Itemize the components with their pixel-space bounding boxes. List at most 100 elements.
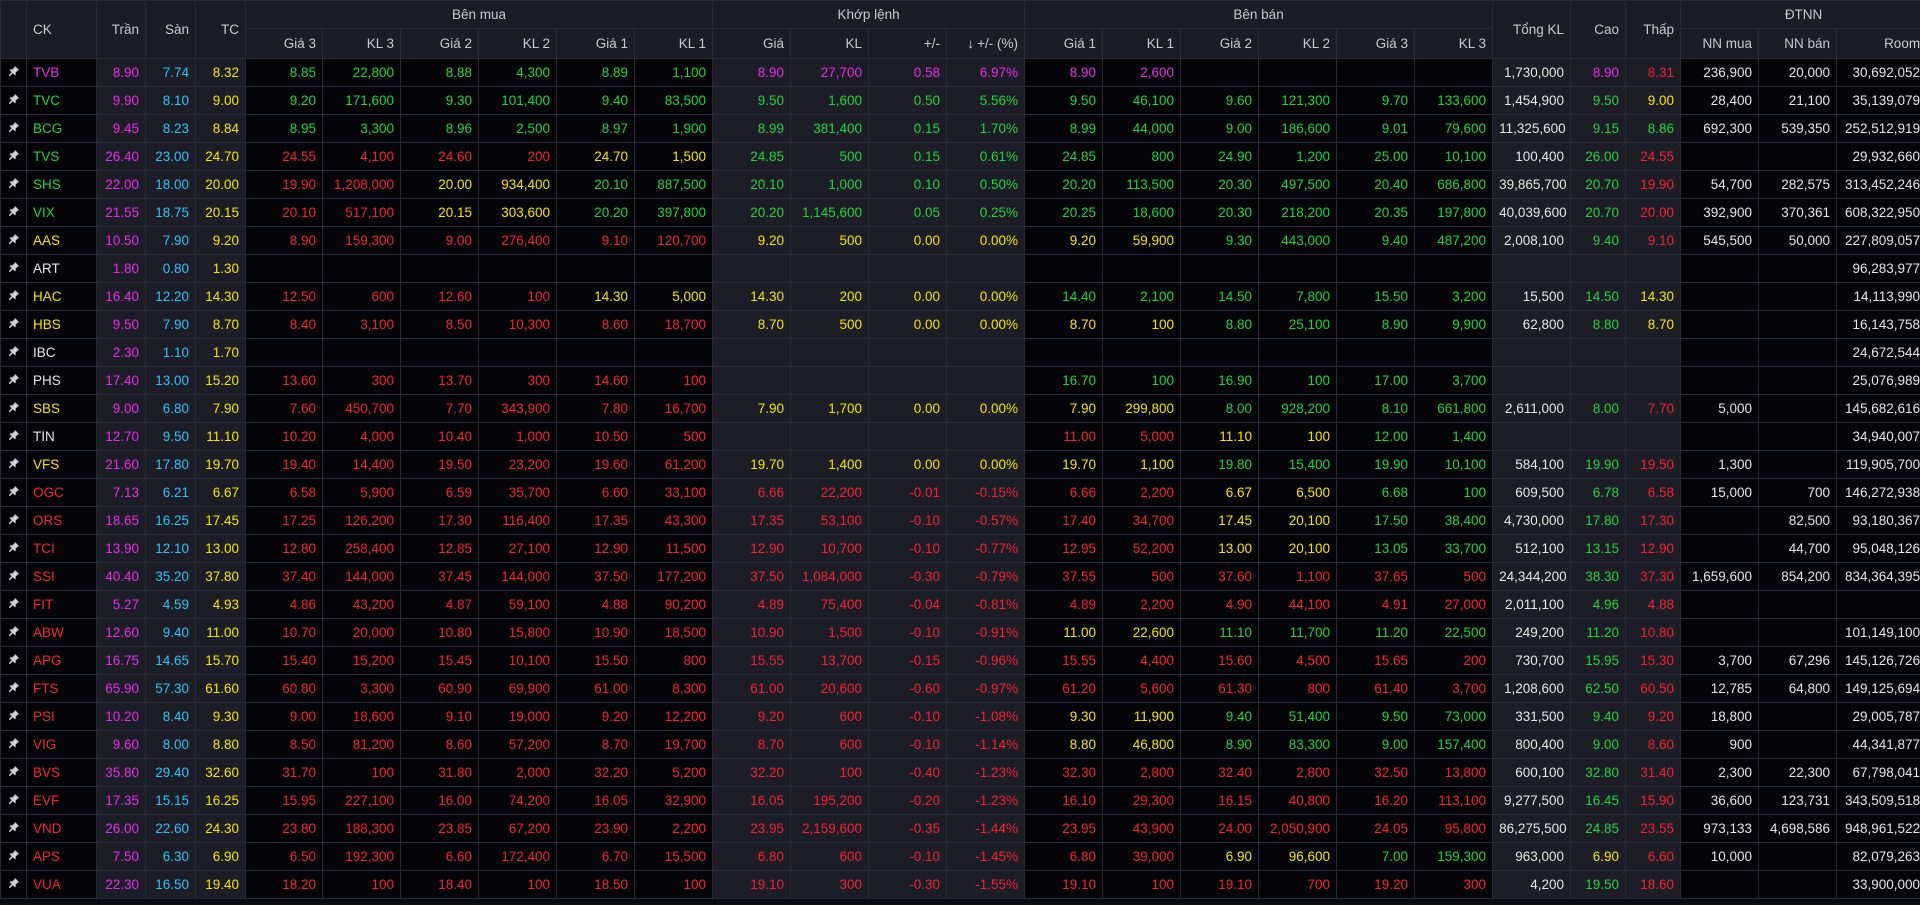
col-match-3[interactable]: +/-: [868, 28, 948, 59]
table-row[interactable]: FIT 5.27 4.59 4.93 4.86 43,200 4.87 59,100 4.88 9…: [0, 590, 1920, 619]
pin-icon[interactable]: [0, 506, 27, 535]
foreign-buy: [1680, 870, 1760, 899]
match-cell-4: -0.97%: [946, 674, 1026, 703]
pin-icon[interactable]: [0, 86, 27, 115]
table-row[interactable]: SBS 9.00 6.80 7.90 7.60 450,700 7.70 343,900 7.8…: [0, 394, 1920, 423]
table-row[interactable]: TCI 13.90 12.10 13.00 12.80 258,400 12.85 27,10…: [0, 534, 1920, 563]
pin-icon[interactable]: [0, 786, 27, 815]
table-row[interactable]: HBS 9.50 7.90 8.70 8.40 3,100 8.50 10,300 8.60 18…: [0, 310, 1920, 339]
match-cell-3: -0.20: [868, 786, 948, 815]
table-row[interactable]: OGC 7.13 6.21 6.67 6.58 5,900 6.59 35,700 6.60 33…: [0, 478, 1920, 507]
table-row[interactable]: AAS 10.50 7.90 9.20 8.90 159,300 9.00 276,400 9.…: [0, 226, 1920, 255]
pin-icon[interactable]: [0, 702, 27, 731]
table-row[interactable]: PSI 10.20 8.40 9.30 9.00 18,600 9.10 19,000 9.20…: [0, 702, 1920, 731]
col-ask-5[interactable]: Giá 3: [1336, 28, 1416, 59]
ask-cell-3: 20.30: [1180, 198, 1260, 227]
pin-icon[interactable]: [0, 394, 27, 423]
table-row[interactable]: VFS 21.60 17.80 19.70 19.40 14,400 19.50 23,200…: [0, 450, 1920, 479]
table-row[interactable]: EVF 17.35 15.15 16.25 15.95 227,100 16.00 74,20…: [0, 786, 1920, 815]
col-match-1[interactable]: Giá: [712, 28, 792, 59]
col-bid-5[interactable]: Giá 1: [556, 28, 635, 59]
pin-icon[interactable]: [0, 590, 27, 619]
col-total-volume[interactable]: Tổng KL: [1492, 0, 1572, 59]
pin-icon[interactable]: [0, 842, 27, 871]
col-foreign-2[interactable]: NN bán: [1758, 28, 1838, 59]
pin-icon[interactable]: [0, 674, 27, 703]
pin-icon[interactable]: [0, 814, 27, 843]
col-low[interactable]: Thấp: [1625, 0, 1682, 59]
table-row[interactable]: APG 16.75 14.65 15.70 15.40 15,200 15.45 10,100…: [0, 646, 1920, 675]
table-row[interactable]: VUA 22.30 16.50 19.40 18.20 100 18.40 100 18.50 1…: [0, 870, 1920, 899]
table-row[interactable]: SHS 22.00 18.00 20.00 19.90 1,208,000 20.00 934…: [0, 170, 1920, 199]
low-price: 19.90: [1625, 170, 1682, 199]
pin-icon[interactable]: [0, 366, 27, 395]
col-bid-4[interactable]: KL 2: [478, 28, 557, 59]
bid-cell-4: 343,900: [478, 394, 557, 423]
pin-icon[interactable]: [0, 870, 27, 899]
col-match-2[interactable]: KL: [790, 28, 870, 59]
col-ask-3[interactable]: Giá 2: [1180, 28, 1260, 59]
pin-icon[interactable]: [0, 114, 27, 143]
pin-icon[interactable]: [0, 58, 27, 87]
foreign-room: 44,341,877: [1836, 730, 1920, 759]
table-row[interactable]: TIN 12.70 9.50 11.10 10.20 4,000 10.40 1,000 10.…: [0, 422, 1920, 451]
pin-icon[interactable]: [0, 618, 27, 647]
table-row[interactable]: FTS 65.90 57.30 61.60 60.80 3,300 60.90 69,900 6…: [0, 674, 1920, 703]
table-row[interactable]: TVS 26.40 23.00 24.70 24.55 4,100 24.60 200 24.7…: [0, 142, 1920, 171]
table-row[interactable]: VIX 21.55 18.75 20.15 20.10 517,100 20.15 303,6…: [0, 198, 1920, 227]
table-row[interactable]: BCG 9.45 8.23 8.84 8.95 3,300 8.96 2,500 8.97 1,9…: [0, 114, 1920, 143]
col-match-4[interactable]: ↓ +/- (%): [946, 28, 1026, 59]
pin-icon[interactable]: [0, 534, 27, 563]
table-row[interactable]: TVC 9.90 8.10 9.00 9.20 171,600 9.30 101,400 9.4…: [0, 86, 1920, 115]
table-row[interactable]: VIG 9.60 8.00 8.80 8.50 81,200 8.60 57,200 8.70 1…: [0, 730, 1920, 759]
table-row[interactable]: SSI 40.40 35.20 37.80 37.40 144,000 37.45 144,0…: [0, 562, 1920, 591]
table-row[interactable]: PHS 17.40 13.00 15.20 13.60 300 13.70 300 14.60 1…: [0, 366, 1920, 395]
pin-icon[interactable]: [0, 226, 27, 255]
pin-icon[interactable]: [0, 170, 27, 199]
col-foreign-1[interactable]: NN mua: [1680, 28, 1760, 59]
col-ref[interactable]: TC: [195, 0, 246, 59]
col-bid-3[interactable]: Giá 2: [400, 28, 479, 59]
col-foreign-3[interactable]: Room: [1836, 28, 1920, 59]
col-bid-2[interactable]: KL 3: [322, 28, 401, 59]
table-row[interactable]: ORS 18.65 16.25 17.45 17.25 126,200 17.30 116,4…: [0, 506, 1920, 535]
col-ask-2[interactable]: KL 1: [1102, 28, 1182, 59]
col-floor[interactable]: Sàn: [145, 0, 196, 59]
pin-icon[interactable]: [0, 198, 27, 227]
col-ask-1[interactable]: Giá 1: [1024, 28, 1104, 59]
low-price: 4.88: [1625, 590, 1682, 619]
pin-icon[interactable]: [0, 562, 27, 591]
ask-cell-1: 24.85: [1024, 142, 1104, 171]
pin-icon[interactable]: [0, 338, 27, 367]
table-row[interactable]: APS 7.50 6.30 6.90 6.50 192,300 6.60 172,400 6.7…: [0, 842, 1920, 871]
pin-icon[interactable]: [0, 758, 27, 787]
col-ask-6[interactable]: KL 3: [1414, 28, 1494, 59]
col-bid-6[interactable]: KL 1: [633, 28, 714, 59]
bid-cell-4: 74,200: [478, 786, 557, 815]
col-high[interactable]: Cao: [1570, 0, 1627, 59]
col-ck[interactable]: CK: [26, 0, 97, 59]
pin-icon[interactable]: [0, 450, 27, 479]
table-row[interactable]: BVS 35.80 29.40 32.60 31.70 100 31.80 2,000 32.2…: [0, 758, 1920, 787]
table-row[interactable]: ART 1.80 0.80 1.30 96,283,977: [0, 254, 1920, 283]
pin-icon[interactable]: [0, 310, 27, 339]
foreign-buy: [1680, 618, 1760, 647]
pin-icon[interactable]: [0, 478, 27, 507]
col-ask-4[interactable]: KL 2: [1258, 28, 1338, 59]
table-row[interactable]: ABW 12.60 9.40 11.00 10.70 20,000 10.80 15,800 1…: [0, 618, 1920, 647]
pin-icon[interactable]: [0, 282, 27, 311]
table-row[interactable]: VND 26.00 22.60 24.30 23.80 188,300 23.85 67,20…: [0, 814, 1920, 843]
pin-icon[interactable]: [0, 254, 27, 283]
ask-cell-1: 15.55: [1024, 646, 1104, 675]
pin-icon[interactable]: [0, 142, 27, 171]
pin-icon[interactable]: [0, 730, 27, 759]
col-bid-1[interactable]: Giá 3: [245, 28, 323, 59]
pin-icon[interactable]: [0, 422, 27, 451]
bid-cell-5: 7.80: [556, 394, 635, 423]
col-ceil[interactable]: Trần: [96, 0, 146, 59]
pin-icon[interactable]: [0, 646, 27, 675]
table-row[interactable]: IBC 2.30 1.10 1.70 24,672,544: [0, 338, 1920, 367]
symbol-cell: APS: [26, 842, 97, 871]
table-row[interactable]: HAC 16.40 12.20 14.30 12.50 600 12.60 100 14.30 5…: [0, 282, 1920, 311]
table-row[interactable]: TVB 8.90 7.74 8.32 8.85 22,800 8.88 4,300 8.89 1,…: [0, 58, 1920, 87]
